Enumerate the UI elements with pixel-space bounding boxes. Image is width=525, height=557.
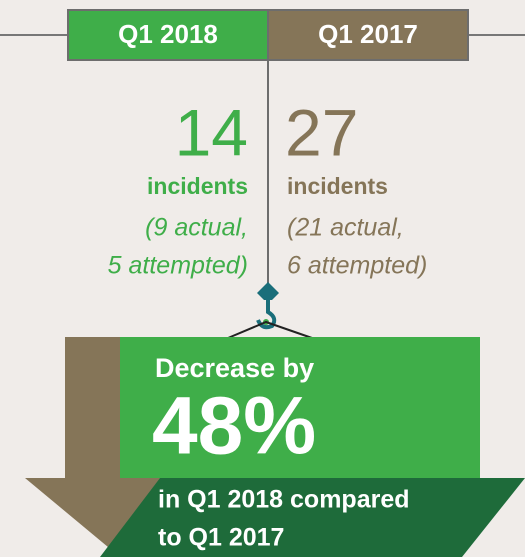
right-detail: (21 actual,	[287, 214, 404, 242]
left-count: 14	[175, 95, 248, 169]
result-tail: to Q1 2017	[158, 524, 284, 552]
right-unit: incidents	[287, 173, 388, 199]
header-right-box	[267, 9, 469, 61]
right-detail: 6 attempted)	[287, 252, 427, 280]
right-count: 27	[285, 95, 358, 169]
left-detail: 5 attempted)	[108, 252, 248, 280]
result-tail: in Q1 2018 compared	[158, 486, 410, 514]
result-box	[120, 337, 480, 478]
left-detail: (9 actual,	[145, 214, 248, 242]
header-left-box	[67, 9, 269, 61]
result-lead: Decrease by	[155, 353, 314, 383]
header-left: Q1 2018	[118, 19, 218, 49]
result-band	[100, 478, 525, 557]
left-unit: incidents	[147, 173, 248, 199]
hook-top	[257, 282, 279, 300]
hook-cables	[227, 320, 313, 339]
header-right: Q1 2017	[318, 19, 418, 49]
result-percent: 48%	[152, 381, 316, 472]
